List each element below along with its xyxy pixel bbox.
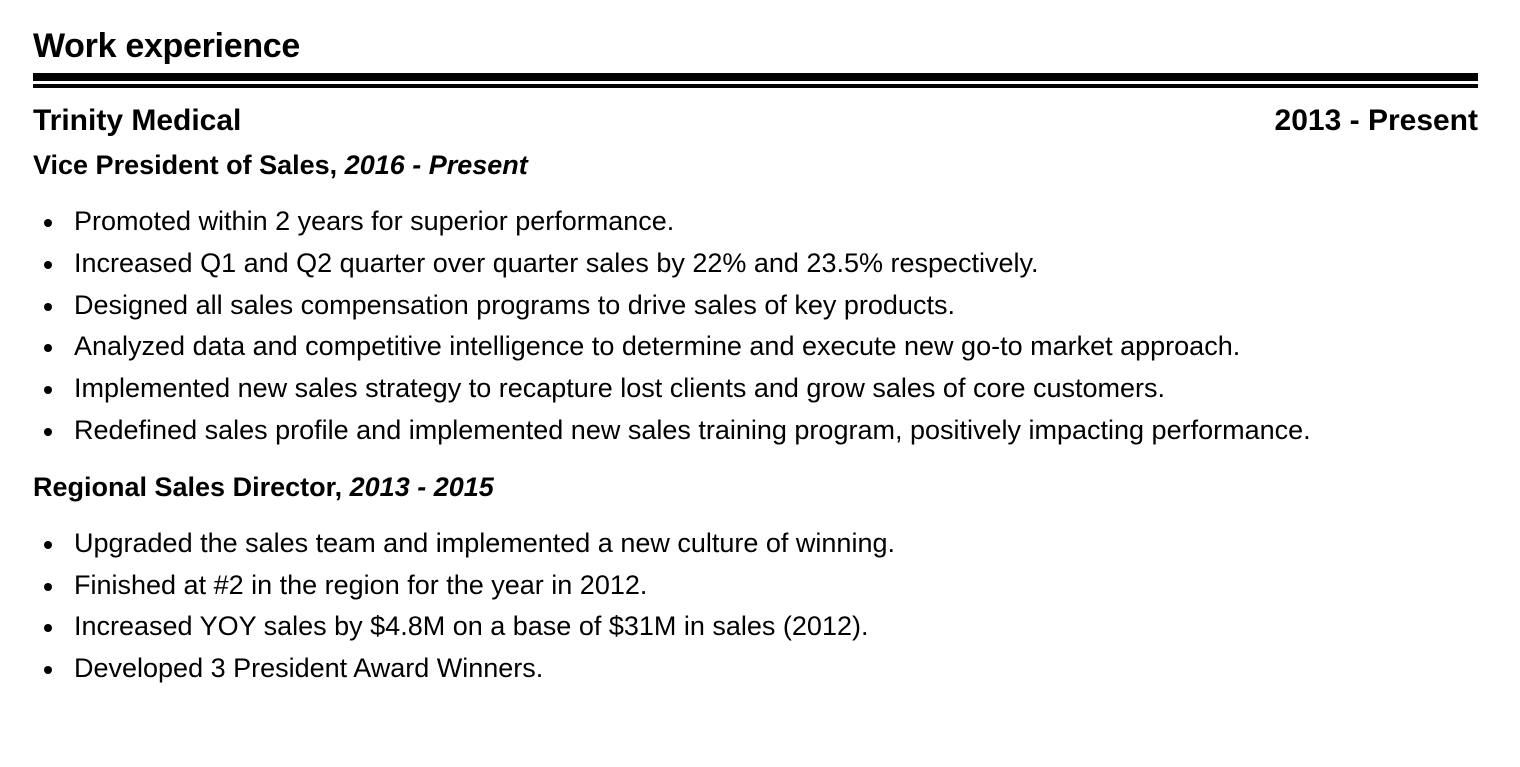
- list-item-text: Increased Q1 and Q2 quarter over quarter…: [74, 247, 1039, 278]
- list-item-text: Analyzed data and competitive intelligen…: [74, 331, 1241, 362]
- role-heading: Vice President of Sales, 2016 - Present: [33, 148, 1478, 182]
- list-item: Analyzed data and competitive intelligen…: [33, 326, 1478, 368]
- bullet-icon: [44, 219, 52, 227]
- bullet-icon: [44, 344, 52, 353]
- company-header: Trinity Medical 2013 - Present: [33, 103, 1478, 139]
- role-achievements-list: Promoted within 2 years for superior per…: [33, 201, 1478, 452]
- role-title: Regional Sales Director,: [33, 471, 343, 502]
- role-dates: 2013 - 2015: [349, 471, 494, 502]
- list-item-text: Implemented new sales strategy to recapt…: [74, 373, 1166, 404]
- bullet-icon: [44, 386, 52, 395]
- role-achievements-list: Upgraded the sales team and implemented …: [33, 523, 1478, 690]
- bullet-icon: [44, 582, 52, 591]
- list-item-text: Redefined sales profile and implemented …: [74, 414, 1311, 445]
- company-name: Trinity Medical: [33, 104, 242, 137]
- list-item: Redefined sales profile and implemented …: [33, 410, 1478, 452]
- bullet-icon: [44, 666, 52, 675]
- list-item: Increased Q1 and Q2 quarter over quarter…: [33, 243, 1478, 285]
- role-heading: Regional Sales Director, 2013 - 2015: [33, 470, 1478, 504]
- company-dates: 2013 - Present: [1274, 104, 1478, 137]
- role-title: Vice President of Sales,: [33, 150, 338, 180]
- bullet-icon: [44, 540, 52, 549]
- bullet-icon: [44, 427, 52, 436]
- bullet-icon: [44, 624, 52, 633]
- list-item-text: Developed 3 President Award Winners.: [74, 653, 544, 684]
- list-item-text: Promoted within 2 years for superior per…: [74, 206, 675, 236]
- section-heading: Work experience: [33, 27, 301, 65]
- list-item: Developed 3 President Award Winners.: [33, 648, 1478, 690]
- list-item-text: Finished at #2 in the region for the yea…: [74, 569, 648, 600]
- list-item-text: Designed all sales compensation programs…: [74, 289, 955, 320]
- section-divider-thin: [33, 84, 1478, 88]
- list-item: Implemented new sales strategy to recapt…: [33, 368, 1478, 410]
- list-item-text: Increased YOY sales by $4.8M on a base o…: [74, 611, 869, 642]
- list-item: Increased YOY sales by $4.8M on a base o…: [33, 606, 1478, 648]
- list-item: Designed all sales compensation programs…: [33, 285, 1478, 327]
- list-item: Finished at #2 in the region for the yea…: [33, 565, 1478, 607]
- bullet-icon: [44, 260, 52, 269]
- role-dates: 2016 - Present: [344, 150, 528, 180]
- section-divider-thick: [33, 73, 1478, 81]
- list-item-text: Upgraded the sales team and implemented …: [74, 527, 895, 558]
- list-item: Promoted within 2 years for superior per…: [33, 201, 1478, 243]
- list-item: Upgraded the sales team and implemented …: [33, 523, 1478, 565]
- bullet-icon: [44, 302, 52, 311]
